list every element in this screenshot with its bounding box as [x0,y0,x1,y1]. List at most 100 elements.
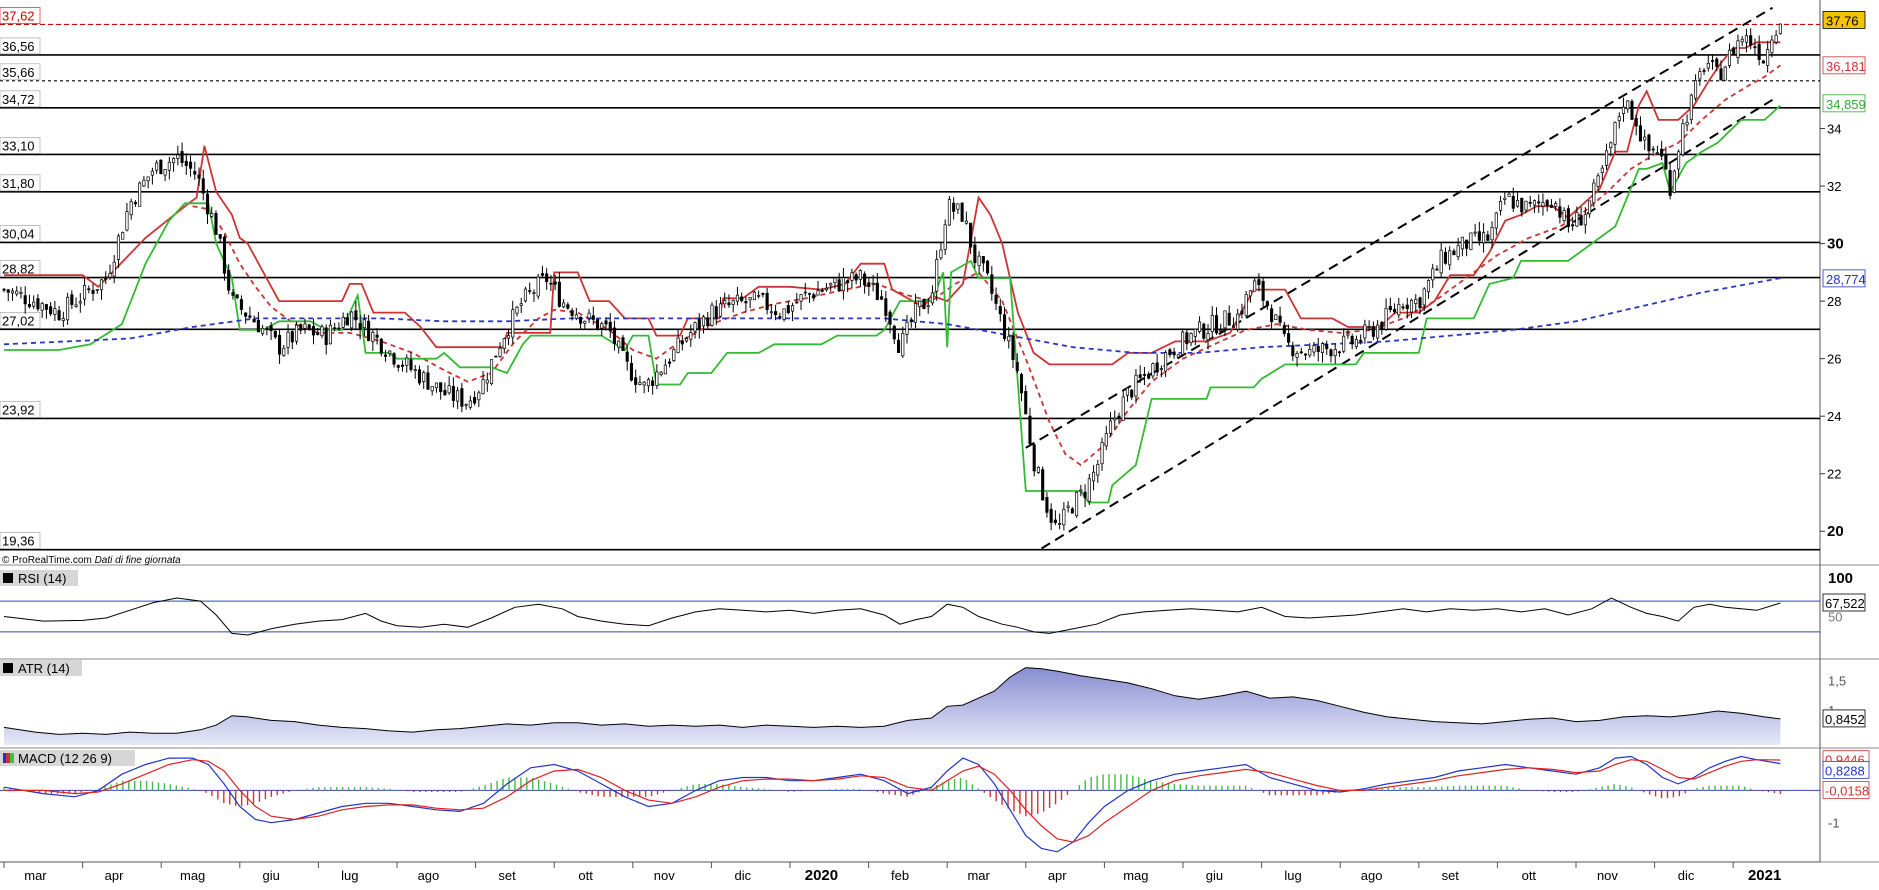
candle-body [1719,68,1723,81]
candle-body [1206,333,1210,341]
x-tick-label: giu [263,868,280,883]
candle-body [405,357,409,366]
candle-body [1596,175,1600,187]
x-tick-label: nov [654,868,675,883]
candle-body [477,392,481,401]
candle-body [307,324,311,330]
x-tick-label: feb [891,868,909,883]
candle-body [1062,508,1066,526]
candle-body [1736,40,1740,59]
level-label: 33,10 [2,138,35,153]
candle-body [6,289,10,293]
candle-body [1770,39,1774,54]
candle-body [1261,281,1265,301]
candle-body [1096,464,1100,476]
candle-body [1100,442,1104,465]
candle-body [1486,234,1490,241]
candle-body [1604,150,1609,166]
level-label-box [0,63,41,81]
candle-body [880,296,884,300]
candle-body [350,311,354,329]
candle-body [1388,306,1392,310]
candle-body [1287,333,1291,343]
candle-body [1558,206,1562,218]
candle-body [799,294,803,302]
candle-body [536,276,540,297]
candle-body [1562,210,1566,221]
candle-body [426,372,430,390]
candle-body [87,288,91,291]
candle-body [1672,170,1676,193]
candle-body [1333,349,1337,357]
candle-body [1443,251,1447,264]
candle-body [1312,345,1316,353]
candle-body [502,338,506,349]
candle-body [1142,374,1146,376]
trend-channel-line [1025,6,1774,449]
candle-body [1507,193,1511,197]
macd-line [4,759,1781,843]
candle-body [485,379,489,384]
candle-body [1689,94,1693,120]
candle-body [434,382,438,389]
candle-body [384,354,388,357]
candle-body [1007,335,1011,342]
candle-body [1448,250,1452,266]
candle-body [1575,212,1579,227]
candle-body [1151,363,1155,377]
candle-body [1125,387,1130,396]
candle-body [138,182,142,207]
candle-body [896,339,901,353]
candle-body [1621,106,1626,114]
candle-body [1732,48,1736,56]
candle-body [1223,310,1227,329]
candle-body [252,318,256,323]
candle-body [1303,353,1308,356]
candle-body [1350,336,1354,345]
candle-body [278,334,282,355]
candle-body [680,340,684,345]
level-label: 19,36 [2,534,35,549]
macd-legend-icon [3,753,6,763]
x-tick-label: 2021 [1748,867,1781,884]
atr-line [3,667,1781,735]
candle-body [1282,325,1286,334]
candle-body [1028,415,1032,444]
candle-body [460,388,464,407]
candle-body [553,281,557,285]
candle-body [744,301,748,304]
candle-body [417,369,422,384]
level-label: 23,92 [2,402,35,417]
candle-body [973,244,977,264]
candle-body [1274,314,1278,320]
macd-legend-icon [6,753,10,763]
candle-body [1011,335,1015,360]
last-value-label: 28,774 [1826,272,1866,287]
candle-body [1367,325,1371,328]
candle-body [952,202,956,212]
candle-body [1520,197,1524,213]
candle-body [273,330,277,338]
candle-body [939,249,943,259]
candle-body [1066,505,1070,508]
candle-body [595,319,600,330]
candle-body [146,176,150,182]
candle-body [1452,250,1456,256]
candle-body [803,291,807,294]
candle-body [1231,326,1236,328]
candle-body [1723,66,1727,81]
candle-body [379,338,383,354]
candle-body [1329,349,1333,357]
candle-body [112,261,116,277]
last-value-label: 36,181 [1826,59,1866,74]
candle-body [167,161,171,171]
macd-title-box [0,750,135,766]
atr-legend-icon [3,663,13,673]
candle-body [1660,148,1664,157]
candle-body [83,285,87,300]
candle-body [947,199,951,226]
candle-body [121,232,125,240]
candle-body [1681,123,1685,156]
